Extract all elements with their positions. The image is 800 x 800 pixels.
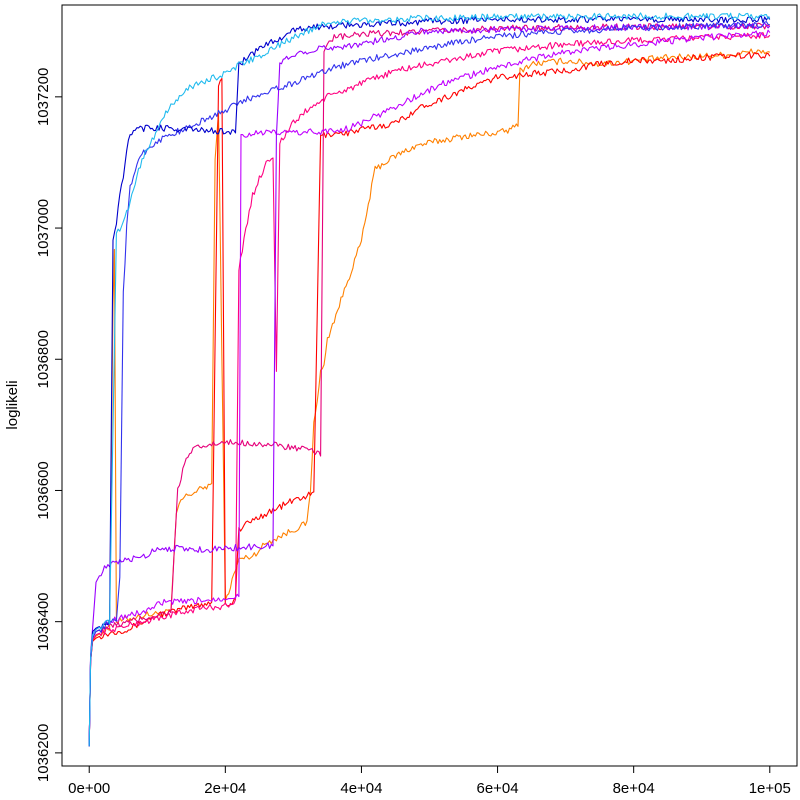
x-tick-label: 0e+00: [68, 780, 110, 797]
series-line-2: [88, 51, 771, 747]
series-line-9: [88, 12, 771, 747]
series-line-1: [88, 48, 770, 747]
series-line-5: [88, 29, 771, 747]
series-line-6: [88, 22, 771, 747]
y-tick-label: 1036200: [35, 724, 52, 782]
y-tick-label: 1036800: [35, 330, 52, 388]
y-axis: 1036200 1036400 1036600 1036800 1037000 10372…: [35, 68, 63, 782]
y-tick-label: 1037000: [35, 199, 52, 257]
x-tick-label: 8e+04: [613, 780, 655, 797]
x-tick-label: 6e+04: [476, 780, 518, 797]
series-line-3: [88, 32, 771, 747]
x-tick-label: 2e+04: [204, 780, 246, 797]
y-tick-label: 1036400: [35, 592, 52, 650]
series-line-8: [88, 15, 771, 747]
series-line-4: [88, 22, 770, 747]
x-axis: 0e+00 2e+04 4e+04 6e+04 8e+04 1e+05: [68, 765, 791, 797]
series-layer: [88, 12, 771, 747]
y-tick-label: 1036600: [35, 461, 52, 519]
y-tick-label: 1037200: [35, 68, 52, 126]
plot-frame: [61, 4, 798, 767]
x-tick-label: 4e+04: [340, 780, 382, 797]
y-axis-title: loglikeli: [4, 380, 21, 429]
series-line-7: [88, 21, 770, 747]
x-tick-label: 1e+05: [749, 780, 791, 797]
